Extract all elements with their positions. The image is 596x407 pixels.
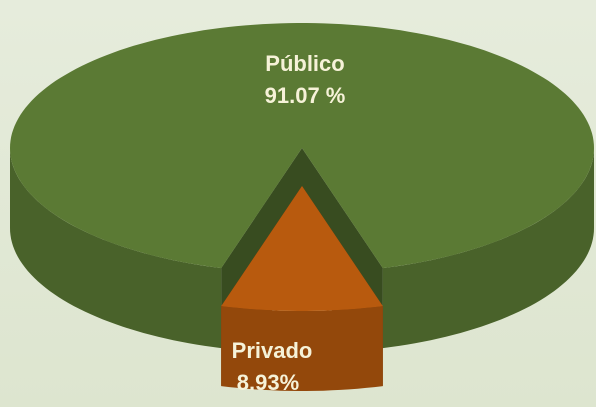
slice-label: Privado — [232, 338, 313, 363]
slice-side — [10, 148, 222, 349]
slice — [221, 186, 383, 311]
slice-label: Público — [265, 51, 344, 76]
slice-side — [382, 148, 594, 349]
value-label: 8.93% — [237, 370, 299, 395]
slice-side — [221, 306, 383, 391]
slice — [10, 23, 594, 269]
value-label: 91.07 % — [265, 83, 346, 108]
